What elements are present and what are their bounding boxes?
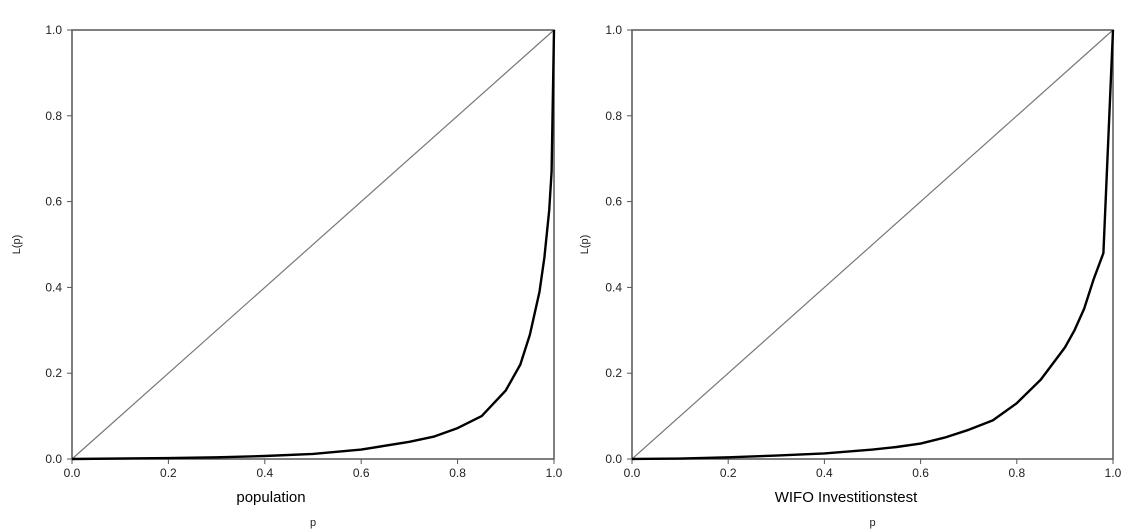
y-tick-label: 1.0 bbox=[45, 23, 62, 37]
x-tick-label: 0.4 bbox=[256, 466, 273, 480]
x-tick-label: 0.2 bbox=[720, 466, 737, 480]
y-tick-label: 0.2 bbox=[45, 366, 62, 380]
lorenz-curve bbox=[71, 29, 556, 461]
panel-caption: WIFO Investitionstest bbox=[775, 489, 918, 506]
x-tick-label: 0.6 bbox=[912, 466, 929, 480]
y-tick-label: 0.8 bbox=[45, 109, 62, 123]
y-tick-label: 1.0 bbox=[605, 23, 622, 37]
x-tick-label: 0.0 bbox=[64, 466, 81, 480]
plot-frame bbox=[631, 29, 1114, 460]
x-axis-label: p bbox=[869, 517, 875, 529]
y-tick-label: 0.6 bbox=[605, 195, 622, 209]
y-tick-label: 0.2 bbox=[605, 366, 622, 380]
x-tick-label: 0.6 bbox=[353, 466, 370, 480]
equality-line bbox=[631, 29, 1114, 460]
plot-frame bbox=[71, 29, 555, 460]
x-tick-label: 0.2 bbox=[160, 466, 177, 480]
y-tick-label: 0.6 bbox=[45, 195, 62, 209]
x-tick-label: 0.4 bbox=[816, 466, 833, 480]
lorenz-curve bbox=[631, 29, 1115, 461]
y-tick-label: 0.0 bbox=[605, 452, 622, 466]
y-tick-label: 0.4 bbox=[605, 280, 622, 294]
equality-line bbox=[71, 29, 555, 460]
panel-population: 0.0 0.2 0.4 0.6 0.8 1.0 0.0 0.2 0.4 0.6 0.8 1.0 p L(p… bbox=[11, 23, 563, 529]
y-axis-label: L(p) bbox=[579, 235, 591, 255]
panel-caption: population bbox=[236, 489, 305, 506]
y-tick-label: 0.0 bbox=[45, 452, 62, 466]
x-tick-label: 0.0 bbox=[624, 466, 641, 480]
x-axis-label: p bbox=[310, 517, 316, 529]
y-tick-label: 0.4 bbox=[45, 280, 62, 294]
panel-wifo: 0.0 0.2 0.4 0.6 0.8 1.0 0.0 0.2 0.4 0.6 0.8 1.0 p L(p… bbox=[579, 23, 1121, 529]
x-tick-label: 0.8 bbox=[1008, 466, 1025, 480]
x-tick-label: 1.0 bbox=[546, 466, 563, 480]
y-tick-label: 0.8 bbox=[605, 109, 622, 123]
y-axis-label: L(p) bbox=[11, 235, 23, 255]
x-tick-label: 0.8 bbox=[449, 466, 466, 480]
x-tick-label: 1.0 bbox=[1105, 466, 1121, 480]
